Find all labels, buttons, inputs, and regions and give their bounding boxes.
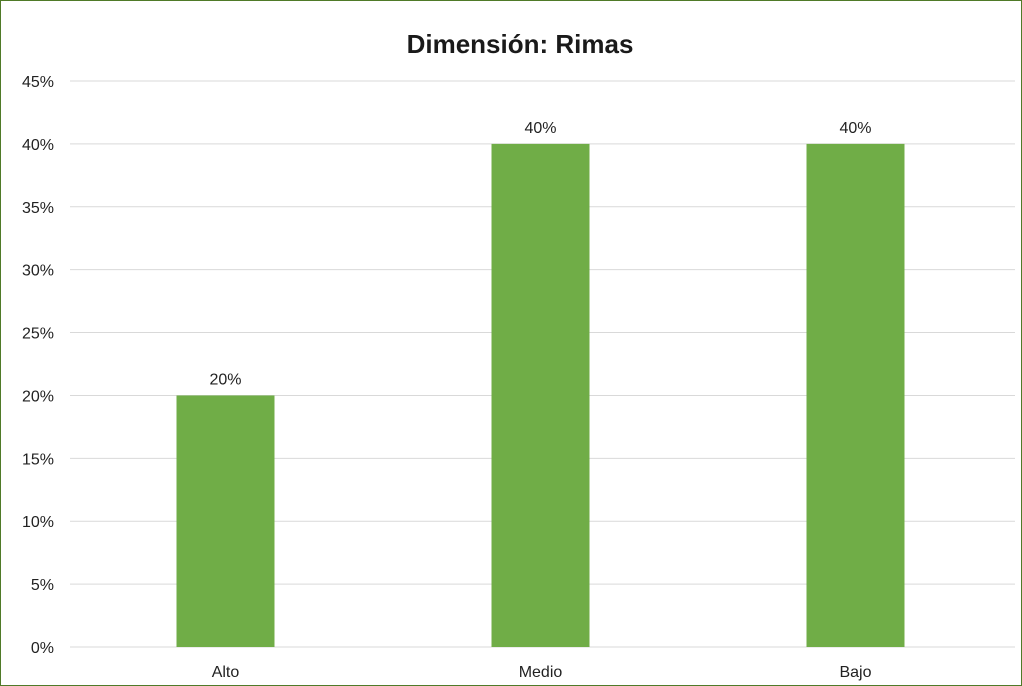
y-tick-label: 40% — [22, 137, 54, 154]
bars — [176, 143, 905, 647]
data-label: 20% — [209, 371, 241, 388]
x-tick-label: Bajo — [839, 664, 871, 681]
y-tick-label: 10% — [22, 514, 54, 531]
y-tick-label: 25% — [22, 326, 54, 343]
x-tick-label: Medio — [519, 664, 563, 681]
y-tick-label: 15% — [22, 451, 54, 468]
chart-title: Dimensión: Rimas — [407, 29, 634, 59]
y-tick-label: 5% — [31, 577, 54, 594]
y-axis-tick-labels: 0% 5% 10% 15% 20% 25% 30% 35% 40% 45% — [22, 74, 54, 657]
bar-alto — [176, 395, 275, 647]
data-label: 40% — [524, 120, 556, 137]
y-tick-label: 30% — [22, 263, 54, 280]
data-labels: 20% 40% 40% — [209, 120, 871, 389]
y-tick-label: 0% — [31, 640, 54, 657]
y-tick-label: 20% — [22, 388, 54, 405]
bar-medio — [491, 143, 590, 647]
x-tick-label: Alto — [212, 664, 240, 681]
y-tick-label: 35% — [22, 200, 54, 217]
data-label: 40% — [839, 120, 871, 137]
x-axis-tick-labels: Alto Medio Bajo — [212, 664, 872, 681]
y-tick-label: 45% — [22, 74, 54, 91]
bar-bajo — [806, 143, 905, 647]
